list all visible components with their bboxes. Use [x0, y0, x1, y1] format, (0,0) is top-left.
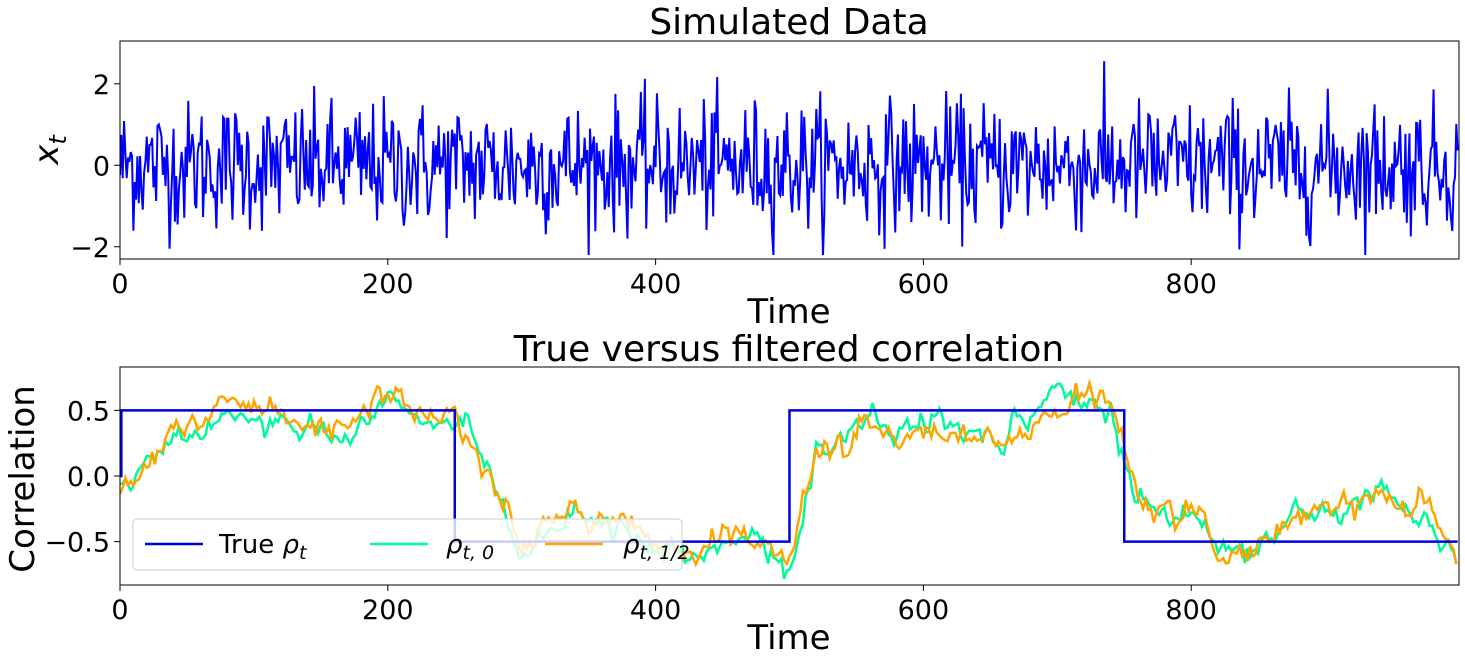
series-line-rho-t0 — [120, 382, 1458, 580]
x-tick-label: 800 — [1165, 595, 1217, 626]
x-tick-label: 600 — [898, 595, 950, 626]
panel-simulated-data: Simulated Data 0 200 400 600 800−202 Time xt — [27, 2, 1460, 332]
x-tick-label: 200 — [362, 269, 414, 300]
series-line-x-t — [120, 61, 1459, 255]
legend: True ρt ρt, 0 ρt, 1/2 — [132, 518, 690, 571]
legend-label-rho-t-half: ρt, 1/2 — [623, 530, 690, 564]
legend-label-true-rho: True ρt — [218, 530, 308, 564]
y-tick-label: −0.5 — [44, 528, 110, 559]
simulated-data-series — [120, 61, 1459, 255]
x-tick-label: 600 — [898, 269, 950, 300]
plot-frame-bottom — [119, 366, 1460, 586]
chart-title-simulated-data: Simulated Data — [649, 2, 928, 43]
series-line-rho-t-half — [120, 378, 1458, 568]
x-tick-label: 200 — [362, 595, 414, 626]
x-tick-label: 800 — [1165, 269, 1217, 300]
simulated-data-ticks: 0 200 400 600 800−202 — [70, 70, 1217, 300]
y-tick-label: 0.5 — [67, 396, 110, 427]
y-tick-label: 0 — [93, 151, 110, 182]
x-tick-label: 0 — [111, 269, 128, 300]
y-tick-label: 0.0 — [67, 462, 110, 493]
y-axis-label-top: xt — [27, 134, 72, 166]
correlation-ticks: 0 200 400 600 800 −0.5 0.0 0.5 — [44, 396, 1217, 626]
y-tick-label: −2 — [70, 233, 110, 264]
y-axis-label-bottom: Correlation — [3, 385, 43, 572]
x-axis-label-top: Time — [746, 292, 830, 332]
x-tick-label: 0 — [111, 595, 128, 626]
panel-correlation: True versus filtered correlation 0 200 400… — [3, 329, 1460, 658]
x-tick-label: 400 — [630, 269, 682, 300]
plot-frame-top — [119, 40, 1460, 260]
y-tick-label: 2 — [93, 70, 110, 101]
legend-label-rho-t0: ρt, 0 — [446, 530, 494, 564]
chart-title-correlation: True versus filtered correlation — [513, 329, 1065, 370]
x-axis-label-bottom: Time — [746, 618, 830, 658]
x-tick-label: 400 — [630, 595, 682, 626]
